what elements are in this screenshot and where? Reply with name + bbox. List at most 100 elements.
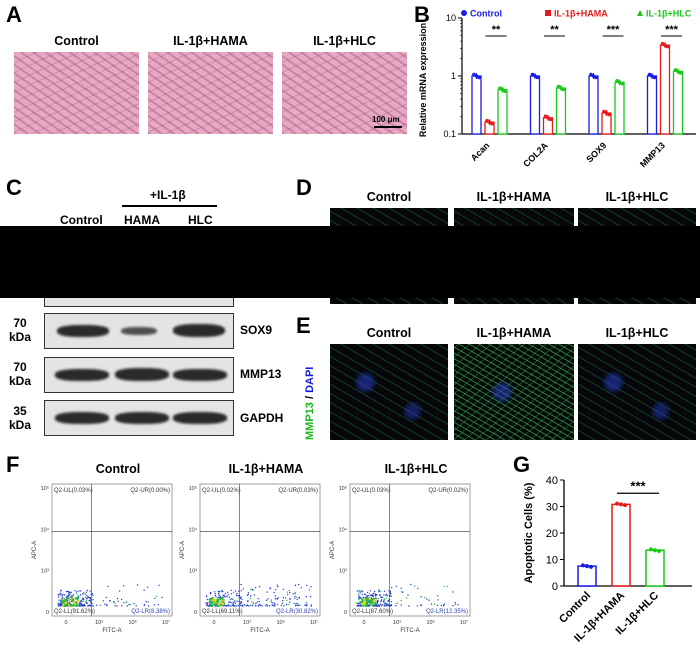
fc-event xyxy=(62,593,64,595)
fc-event xyxy=(86,595,88,597)
fc-event xyxy=(249,595,252,597)
panel-d-title-hlc: IL-1β+HLC xyxy=(605,190,669,204)
fc-event xyxy=(82,597,84,599)
y-tick-label: 10 xyxy=(546,555,558,567)
fc-event xyxy=(276,597,278,600)
data-point xyxy=(652,75,657,80)
blot-strip-sox9 xyxy=(44,313,234,349)
fc-event xyxy=(355,602,357,604)
fc-event xyxy=(104,603,106,605)
fc-event xyxy=(82,593,85,595)
fc-x-tick: 0 xyxy=(64,620,67,626)
fc-event xyxy=(232,591,235,594)
fc-event xyxy=(270,600,272,603)
fc-event xyxy=(361,590,363,592)
x-tick-label: SOX9 xyxy=(584,140,608,164)
redacted-region xyxy=(0,226,700,298)
fc-event xyxy=(235,594,238,597)
fc-event xyxy=(219,595,221,597)
fc-event xyxy=(84,596,87,598)
band xyxy=(57,325,109,337)
fc-event-dense xyxy=(211,604,214,607)
fc-event xyxy=(379,603,382,605)
quadrant-ur: Q2-UR(0.03%) xyxy=(278,488,318,494)
fc-y-tick: 10³ xyxy=(41,569,49,575)
fc-event xyxy=(359,590,361,592)
data-point xyxy=(607,112,611,117)
fc-event xyxy=(240,602,242,605)
quadrant-ll: Q2-LL(69.11%) xyxy=(202,609,243,615)
fc-event xyxy=(358,599,360,601)
fc-event xyxy=(78,590,80,592)
fc-event xyxy=(236,592,238,595)
band xyxy=(173,412,227,424)
kda-sox9-value: 70 xyxy=(13,316,27,330)
fc-event xyxy=(236,600,238,602)
fc-event xyxy=(269,587,272,590)
data-point xyxy=(665,44,670,49)
fc-event xyxy=(372,592,375,595)
fc-event xyxy=(232,602,234,605)
kda-gapdh: 35 kDa xyxy=(2,404,38,432)
fc-event xyxy=(155,595,157,598)
fc-event xyxy=(237,595,239,597)
fc-event xyxy=(374,593,376,595)
fc-event xyxy=(274,595,277,597)
fc-event xyxy=(227,594,229,596)
fc-event xyxy=(61,597,63,599)
fc-event xyxy=(85,591,88,593)
panel-letter-c: C xyxy=(6,175,22,200)
fc-event-dense xyxy=(368,597,372,600)
fc-event xyxy=(442,604,445,606)
fc-event xyxy=(255,605,257,607)
fc-event-dense xyxy=(372,599,376,603)
fc-event xyxy=(61,595,64,597)
fc-event xyxy=(452,591,454,593)
fc-event xyxy=(238,600,240,602)
fc-event xyxy=(143,589,145,591)
fc-event xyxy=(286,591,288,593)
fc-event xyxy=(89,604,91,606)
fc-event xyxy=(102,600,105,602)
fc-event xyxy=(227,591,229,594)
legend-label: IL-1β+HAMA xyxy=(554,9,608,19)
fc-event-dense xyxy=(213,603,217,606)
fc-event xyxy=(356,604,358,607)
fc-event xyxy=(218,594,220,596)
fc-event xyxy=(72,594,75,596)
fc-event xyxy=(240,590,242,592)
quadrant-lr: Q2-LR(12.35%) xyxy=(426,609,468,615)
quadrant-ul: Q2-UL(0.03%) xyxy=(352,488,391,494)
fc-event xyxy=(295,602,297,605)
fc-event xyxy=(385,602,387,605)
bar xyxy=(588,75,599,135)
data-point xyxy=(619,502,623,507)
bar xyxy=(614,81,625,135)
fc-event xyxy=(357,589,359,592)
fc-event xyxy=(89,597,92,599)
fc-event xyxy=(76,591,78,593)
fc-event xyxy=(85,597,88,599)
fc-event xyxy=(246,594,249,596)
fc-event xyxy=(292,593,294,595)
fc-event xyxy=(75,592,78,594)
panel-letter-g: G xyxy=(513,452,531,477)
fc-event xyxy=(375,603,377,606)
quadrant-lr: Q2-LR(30.82%) xyxy=(276,609,318,615)
fc-event xyxy=(395,605,397,607)
fc-event xyxy=(400,604,402,606)
fc-event xyxy=(230,598,232,600)
fc-event xyxy=(248,605,250,607)
protein-label-sox9: SOX9 xyxy=(240,323,273,337)
fc-event xyxy=(158,584,160,586)
fc-event xyxy=(383,590,386,592)
fc-event xyxy=(89,590,91,592)
fc-event xyxy=(369,590,371,592)
fc-event xyxy=(395,585,397,587)
data-point xyxy=(623,503,627,508)
fc-event xyxy=(305,595,307,598)
fc-event xyxy=(147,605,150,607)
fc-event xyxy=(217,596,219,599)
fc-event xyxy=(407,594,409,596)
fc-y-label: APC-A xyxy=(330,541,336,559)
